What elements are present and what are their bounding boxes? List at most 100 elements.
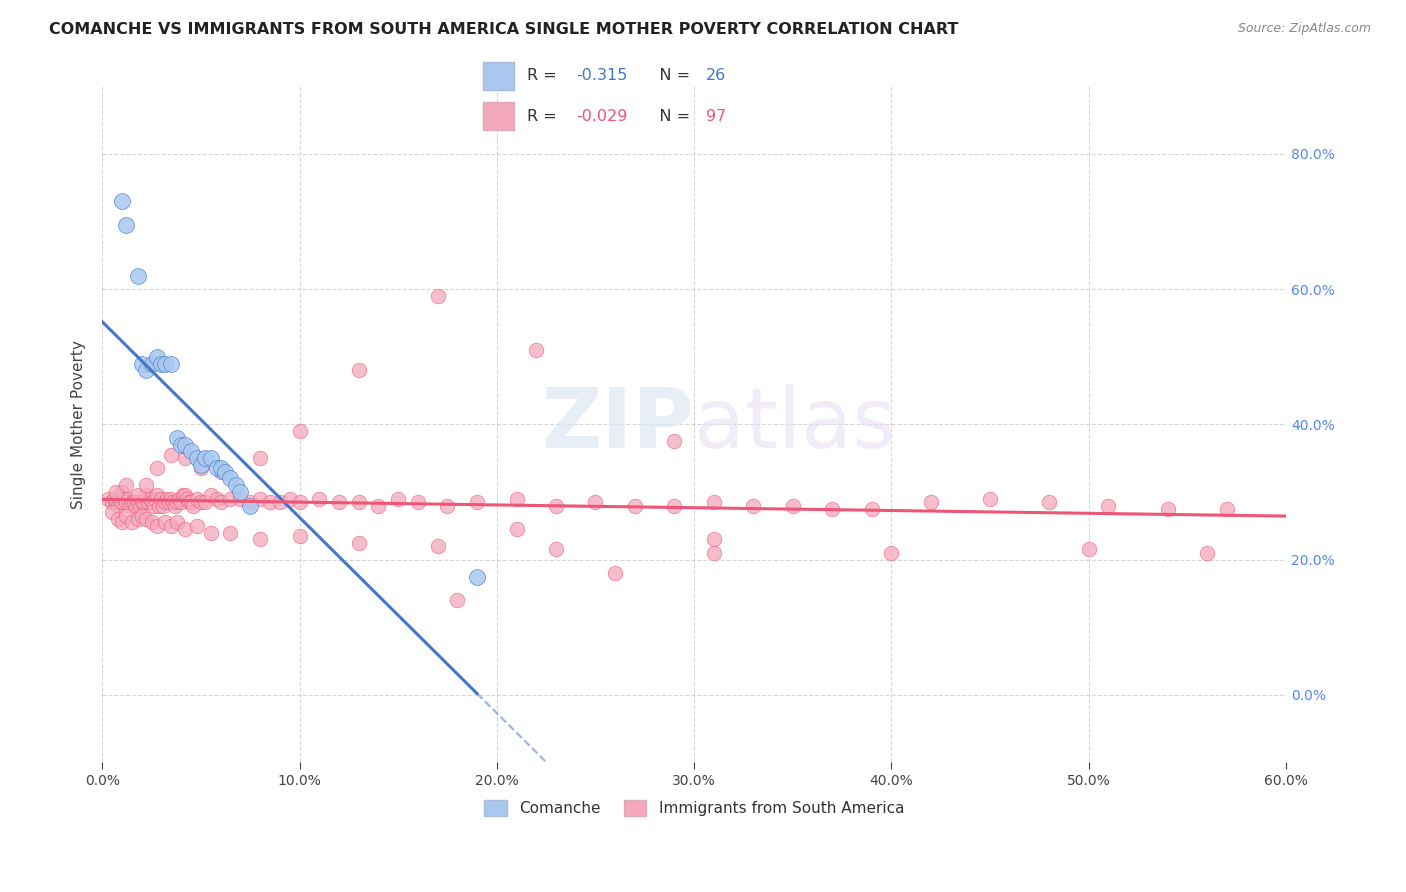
Point (1097, 499, 1119, 513)
Point (160, 357, 183, 371)
Point (107, 512, 129, 526)
Point (585, 495, 607, 509)
Point (219, 525, 242, 540)
Point (605, 566, 627, 581)
Point (141, 357, 163, 371)
Point (108, 495, 131, 509)
FancyBboxPatch shape (484, 102, 515, 130)
Point (544, 542, 567, 557)
Text: N =: N = (644, 109, 696, 124)
Point (167, 491, 190, 506)
Point (446, 593, 468, 607)
Point (979, 491, 1001, 506)
Point (111, 194, 134, 209)
Point (128, 499, 150, 513)
Point (229, 485, 252, 500)
Point (387, 491, 409, 506)
Point (880, 546, 903, 560)
Point (465, 495, 488, 509)
Point (166, 495, 188, 509)
Point (121, 495, 143, 509)
Point (162, 495, 184, 509)
Point (177, 495, 200, 509)
Point (406, 495, 429, 509)
Point (135, 512, 157, 526)
Legend: Comanche, Immigrants from South America: Comanche, Immigrants from South America (478, 794, 910, 822)
Point (157, 495, 180, 509)
Point (166, 431, 188, 445)
Point (160, 491, 183, 506)
Point (132, 495, 155, 509)
Point (436, 499, 458, 513)
Point (200, 488, 222, 502)
Point (131, 495, 153, 509)
Point (205, 461, 228, 475)
Point (209, 495, 232, 509)
Y-axis label: Single Mother Poverty: Single Mother Poverty (72, 340, 86, 508)
Point (186, 491, 208, 506)
Point (1156, 502, 1178, 516)
Point (239, 499, 262, 513)
Point (1216, 502, 1239, 516)
Point (1038, 495, 1060, 509)
Point (115, 218, 138, 232)
Point (152, 499, 174, 513)
Point (1077, 542, 1099, 557)
Point (367, 499, 389, 513)
Point (426, 539, 449, 553)
Point (249, 451, 271, 466)
Point (225, 478, 247, 492)
Point (150, 357, 173, 371)
Point (194, 495, 217, 509)
Point (229, 491, 252, 506)
Point (664, 434, 686, 449)
Point (155, 357, 177, 371)
Point (200, 525, 222, 540)
Point (127, 268, 149, 283)
Point (155, 495, 177, 509)
Point (138, 491, 160, 506)
Point (141, 495, 163, 509)
Point (145, 491, 167, 506)
Point (214, 465, 236, 479)
Point (160, 518, 183, 533)
Point (860, 502, 883, 516)
Point (101, 495, 124, 509)
Point (209, 461, 232, 475)
Point (249, 491, 271, 506)
FancyBboxPatch shape (484, 62, 515, 90)
Text: Source: ZipAtlas.com: Source: ZipAtlas.com (1237, 22, 1371, 36)
Point (141, 516, 163, 530)
Point (624, 499, 647, 513)
Point (288, 495, 311, 509)
Text: R =: R = (527, 109, 561, 124)
Point (115, 495, 138, 509)
Point (135, 478, 157, 492)
Point (328, 495, 350, 509)
Point (121, 516, 143, 530)
Point (118, 499, 141, 513)
Point (156, 491, 179, 506)
Point (155, 516, 177, 530)
Point (174, 522, 197, 536)
Point (259, 495, 281, 509)
Point (174, 438, 197, 452)
Point (703, 546, 725, 560)
Point (426, 289, 449, 303)
Point (172, 488, 194, 502)
Point (176, 491, 198, 506)
Text: ZIP: ZIP (541, 384, 695, 465)
Point (170, 438, 193, 452)
Point (101, 505, 124, 519)
Point (112, 491, 135, 506)
Text: COMANCHE VS IMMIGRANTS FROM SOUTH AMERICA SINGLE MOTHER POVERTY CORRELATION CHAR: COMANCHE VS IMMIGRANTS FROM SOUTH AMERIC… (49, 22, 959, 37)
Point (186, 451, 208, 466)
Point (146, 350, 169, 364)
Point (115, 478, 138, 492)
Text: atlas: atlas (695, 384, 896, 465)
Point (205, 491, 228, 506)
Point (703, 495, 725, 509)
Point (269, 495, 291, 509)
Point (127, 495, 149, 509)
Point (122, 495, 145, 509)
